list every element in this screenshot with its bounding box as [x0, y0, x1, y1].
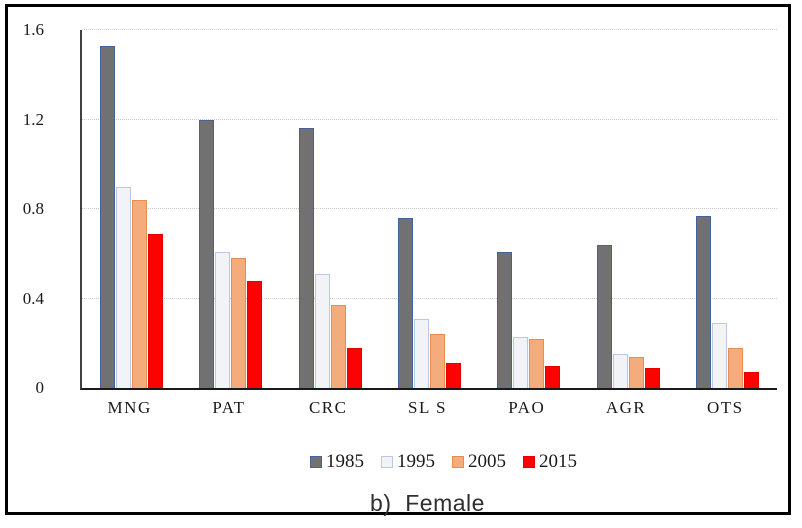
bar-groups	[82, 30, 777, 388]
bar-2015	[247, 280, 263, 388]
bar-1985	[497, 251, 513, 388]
legend-label: 1985	[326, 451, 364, 472]
y-tick-label: 0.4	[22, 288, 44, 308]
y-tick-label: 0.8	[22, 199, 44, 218]
bar-1985	[695, 215, 711, 388]
gridline-0.8	[82, 208, 777, 209]
legend-label: 2015	[539, 451, 577, 472]
bar-2015	[743, 372, 759, 388]
bar-1985	[596, 244, 612, 388]
legend-swatch-2005	[452, 455, 464, 468]
gridline-1.6	[82, 29, 777, 30]
y-tick-label: 1.2	[22, 109, 44, 129]
bar-2005	[231, 258, 247, 388]
legend-swatch-1985	[310, 455, 322, 468]
bar-group-ots	[678, 30, 777, 388]
legend-item-2005: 2005	[452, 452, 506, 471]
x-tick-label: CRC	[308, 398, 348, 417]
bar-2005	[330, 305, 346, 388]
bar-1985	[199, 119, 215, 388]
bar-group-crc	[281, 30, 380, 388]
x-tick-label: PAO	[508, 398, 546, 417]
chart-title: b) Female	[370, 490, 485, 516]
bar-1985	[298, 128, 314, 388]
bar-1995	[513, 336, 529, 388]
bar-2005	[529, 338, 545, 388]
x-tick-label: PAT	[212, 398, 246, 417]
gridline-0.4	[82, 297, 777, 299]
legend-swatch-2015	[523, 455, 535, 468]
legend-item-1985: 1985	[310, 452, 364, 471]
bar-2015	[644, 367, 660, 388]
gridline-1.2	[82, 118, 777, 120]
legend-swatch-1995	[381, 455, 393, 468]
bar-group-pat	[181, 30, 280, 388]
y-tick-label: 1.6	[22, 20, 44, 39]
x-tick-label: AGR	[605, 398, 647, 417]
bar-1995	[711, 323, 727, 388]
bar-2015	[445, 363, 461, 388]
legend-label: 1995	[397, 451, 435, 472]
legend-label: 2005	[468, 451, 506, 472]
x-tick-label: SL S	[408, 398, 447, 417]
bar-group-sls	[380, 30, 479, 388]
x-tick-label: MNG	[107, 398, 152, 417]
bar-group-agr	[578, 30, 677, 388]
plot-area	[80, 29, 777, 390]
legend-item-1995: 1995	[381, 452, 435, 471]
bar-1995	[314, 273, 330, 388]
bar-2005	[429, 334, 445, 388]
x-axis-labels: MNG PAT CRC SL S PAO AGR OTS	[80, 398, 775, 418]
bar-1985	[397, 217, 413, 388]
legend: 1985 1995 2005 2015	[96, 452, 791, 471]
bar-2005	[132, 200, 148, 388]
y-axis-labels: 0 0.4 0.8 1.2 1.6	[0, 21, 64, 397]
bar-2005	[628, 356, 644, 388]
bar-1995	[612, 354, 628, 388]
x-tick-label: OTS	[707, 398, 744, 417]
bar-group-mng	[82, 30, 181, 388]
bar-1995	[116, 186, 132, 388]
y-tick-label: 0	[35, 378, 45, 397]
bar-1995	[215, 251, 231, 388]
legend-item-2015: 2015	[523, 452, 577, 471]
bar-1985	[100, 45, 116, 388]
bar-2015	[346, 347, 362, 388]
bar-2015	[545, 365, 561, 388]
bar-group-pao	[479, 30, 578, 388]
bar-2015	[148, 233, 164, 388]
bar-1995	[413, 318, 429, 388]
bar-2005	[727, 347, 743, 388]
